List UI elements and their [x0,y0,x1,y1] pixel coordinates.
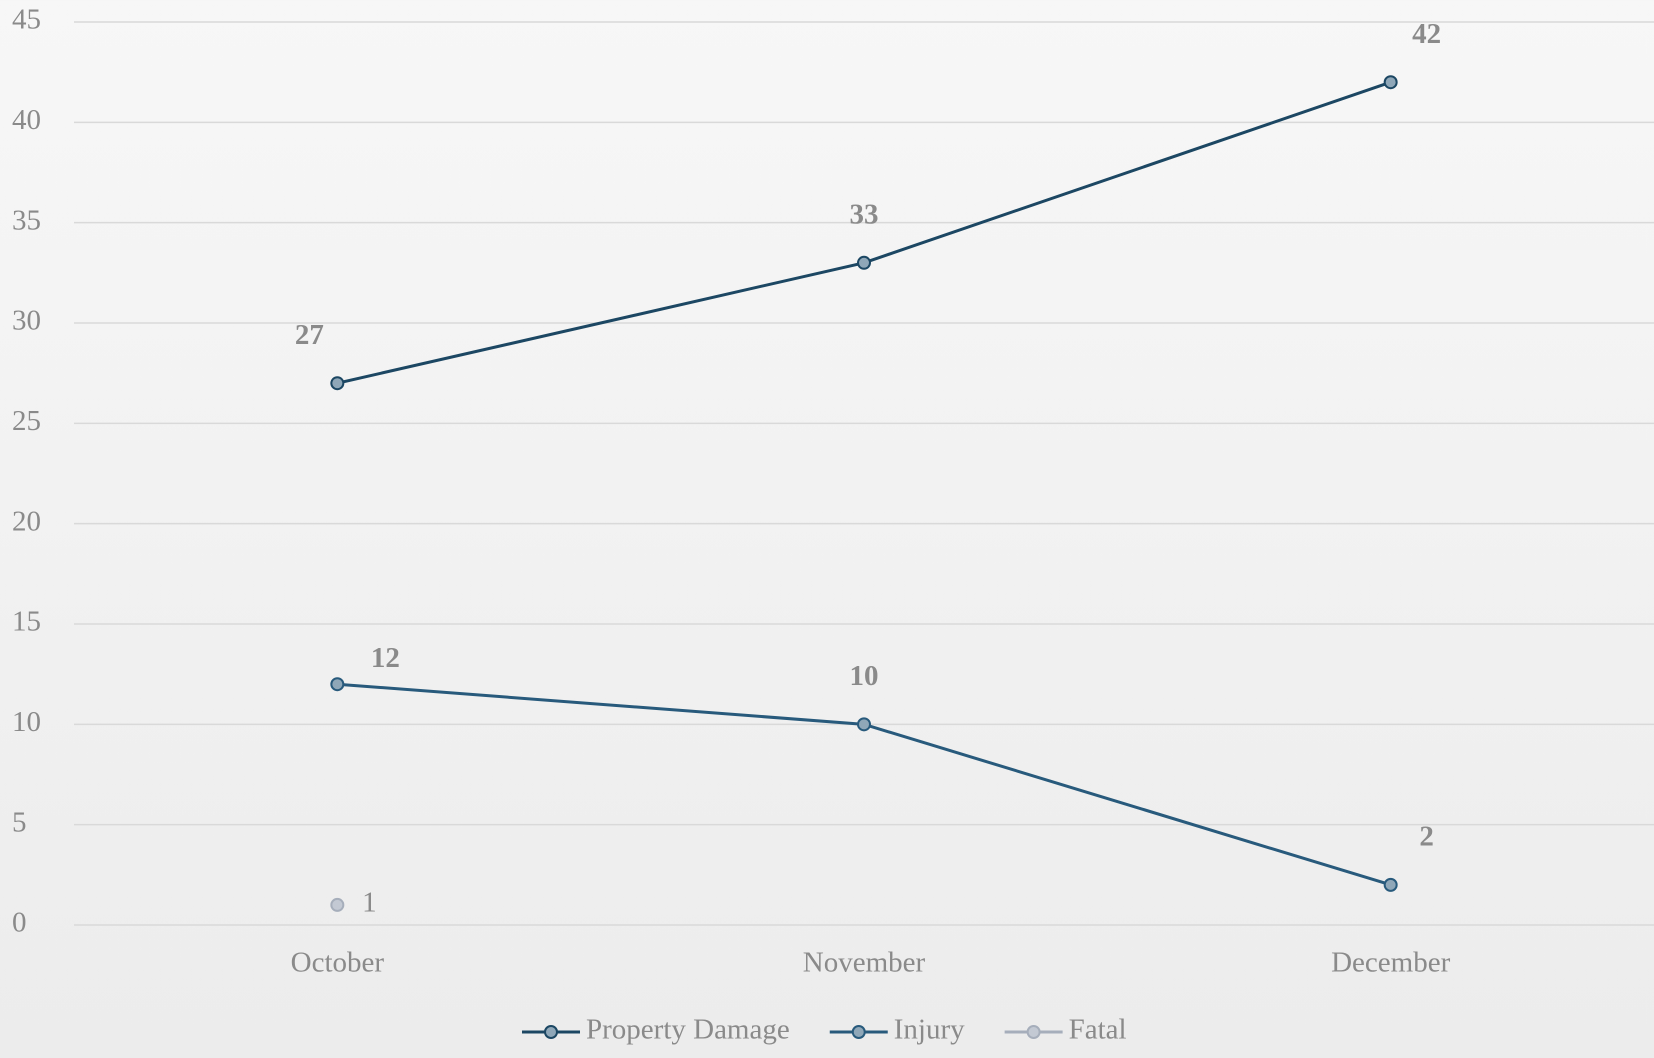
point [1383,877,1398,892]
point [1383,75,1398,90]
x-tick-label: December [1331,947,1450,979]
point [330,376,345,391]
point [857,717,871,732]
data-label: 33 [850,198,879,230]
point [330,677,345,692]
data-label: 2 [1419,821,1434,853]
data-label: 27 [295,319,324,351]
x-tick-label: October [291,947,385,979]
series-line [336,80,1392,385]
point [330,897,345,912]
legend-marker [851,1025,866,1039]
data-label: 1 [362,887,377,919]
x-tick-label: November [803,947,926,979]
legend-marker [544,1025,558,1039]
y-tick-label: 15 [12,606,41,638]
y-tick-label: 5 [12,806,27,838]
y-tick-label: 40 [12,104,41,136]
data-label: 10 [850,660,879,692]
legend-label: Injury [894,1014,965,1046]
data-label: 42 [1412,18,1441,50]
y-tick-label: 30 [12,305,41,337]
data-label: 12 [371,642,400,674]
y-tick-label: 35 [12,204,41,236]
legend-label: Fatal [1069,1014,1127,1046]
y-tick-label: 20 [12,505,41,537]
y-tick-label: 0 [12,907,27,939]
legend-label: Property Damage [586,1014,790,1046]
y-tick-label: 45 [12,4,41,36]
legend-marker [1026,1025,1041,1039]
y-tick-label: 10 [12,706,41,738]
point [857,255,871,270]
series-line [337,682,1392,887]
y-tick-label: 25 [12,405,41,437]
